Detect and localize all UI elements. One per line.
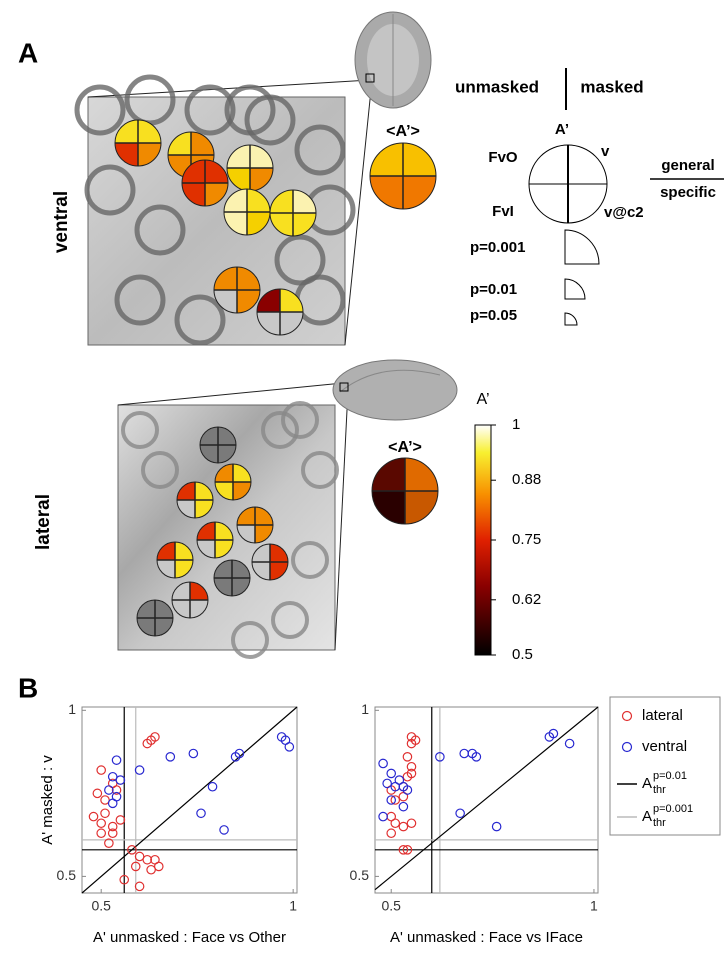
- brain-lateral: [333, 360, 457, 420]
- label: masked: [580, 77, 643, 96]
- label: 0.5: [91, 898, 111, 914]
- point: [407, 819, 415, 827]
- label: 1: [289, 898, 297, 914]
- label: p=0.01: [470, 281, 517, 298]
- point: [101, 809, 109, 817]
- figure: A Bventral lateral unmasked masked <A’> <A’> A’…: [0, 0, 726, 965]
- label: ventral: [51, 191, 72, 253]
- label: unmasked: [455, 77, 539, 96]
- point: [208, 783, 216, 791]
- label: ventral: [642, 738, 687, 755]
- point: [189, 749, 197, 757]
- label: <A’>: [386, 123, 420, 140]
- point: [197, 809, 205, 817]
- point: [399, 822, 407, 830]
- point: [220, 826, 228, 834]
- legend-label: A: [642, 808, 652, 825]
- label: lateral: [642, 707, 683, 724]
- significance-quadrant: [565, 279, 585, 299]
- label: A' unmasked : Face vs IFace: [390, 929, 583, 946]
- point: [492, 822, 500, 830]
- legend-sup: p=0.001: [653, 803, 693, 815]
- point: [383, 779, 391, 787]
- point: [460, 749, 468, 757]
- label: 1: [590, 898, 598, 914]
- label: A: [18, 37, 38, 68]
- label: v: [601, 143, 610, 160]
- point: [116, 776, 124, 784]
- point: [285, 743, 293, 751]
- point: [379, 759, 387, 767]
- significance-quadrant: [565, 230, 599, 264]
- point: [166, 753, 174, 761]
- label: 0.5: [512, 646, 533, 663]
- label: 0.5: [57, 867, 77, 883]
- point: [97, 766, 105, 774]
- label: B: [18, 672, 38, 703]
- label: 0.5: [350, 867, 370, 883]
- point: [93, 789, 101, 797]
- label: specific: [660, 184, 716, 201]
- label: p=0.001: [470, 239, 525, 256]
- legend-label: A: [642, 775, 652, 792]
- label: 0.75: [512, 531, 541, 548]
- label: 1: [512, 416, 520, 433]
- label: A' unmasked : Face vs Other: [93, 929, 286, 946]
- point: [97, 819, 105, 827]
- label: v@c2: [604, 204, 644, 221]
- point: [399, 802, 407, 810]
- label: A’: [555, 121, 569, 138]
- point: [97, 829, 105, 837]
- label: A' masked : v: [39, 755, 56, 845]
- label: FvI: [492, 203, 514, 220]
- label: 1: [361, 701, 369, 717]
- legend-sub: thr: [653, 784, 666, 796]
- label: general: [661, 157, 714, 174]
- point: [387, 769, 395, 777]
- label: 1: [68, 701, 76, 717]
- point: [403, 753, 411, 761]
- legend-sub: thr: [653, 817, 666, 829]
- label: 0.62: [512, 591, 541, 608]
- label: <A’>: [388, 439, 422, 456]
- label: 0.88: [512, 471, 541, 488]
- point: [135, 766, 143, 774]
- point: [387, 829, 395, 837]
- significance-quadrant: [565, 313, 577, 325]
- point: [565, 739, 573, 747]
- label: A’: [476, 391, 489, 408]
- point: [109, 799, 117, 807]
- brain-ventral: [355, 12, 431, 108]
- point: [391, 819, 399, 827]
- label: p=0.05: [470, 307, 517, 324]
- point: [116, 816, 124, 824]
- point: [135, 882, 143, 890]
- point: [379, 812, 387, 820]
- point: [89, 812, 97, 820]
- label: 0.5: [381, 898, 401, 914]
- label: lateral: [33, 494, 54, 550]
- label: FvO: [488, 149, 518, 166]
- point: [456, 809, 464, 817]
- point: [112, 756, 120, 764]
- legend-sup: p=0.01: [653, 770, 687, 782]
- colorbar: [475, 425, 491, 655]
